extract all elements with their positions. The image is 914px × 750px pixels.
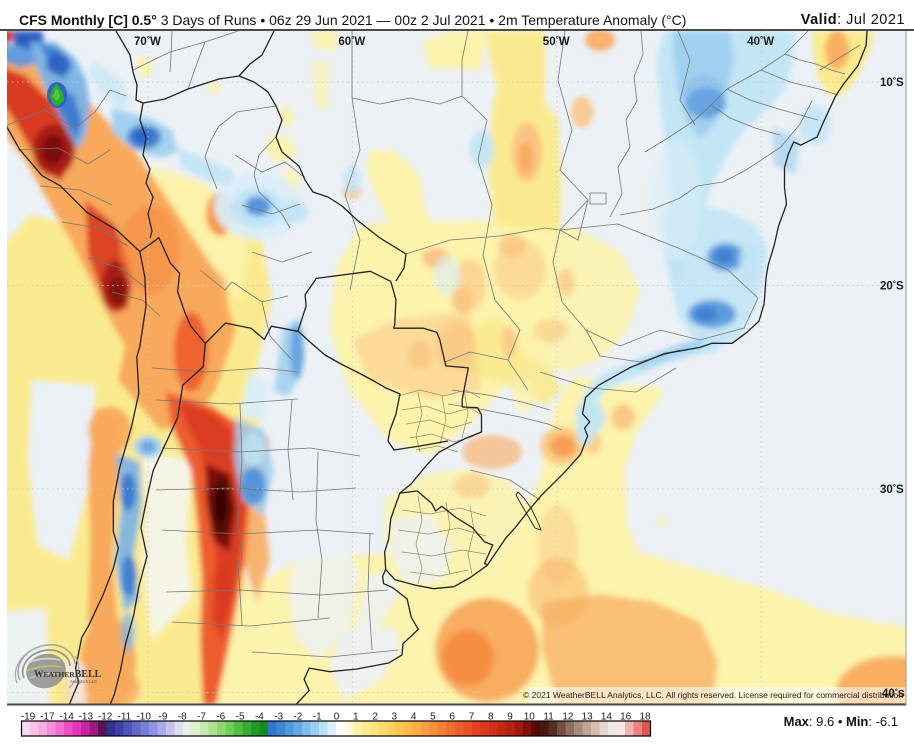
svg-text:-9: -9 xyxy=(159,712,168,723)
svg-text:2: 2 xyxy=(372,712,378,723)
svg-text:Analytics LLC: Analytics LLC xyxy=(70,679,98,684)
svg-text:9: 9 xyxy=(507,712,513,723)
svg-text:40°W: 40°W xyxy=(747,35,774,48)
svg-text:5: 5 xyxy=(430,712,436,723)
svg-text:WEATHERBELL: WEATHERBELL xyxy=(34,669,102,680)
svg-text:-12: -12 xyxy=(98,712,113,723)
svg-text:0: 0 xyxy=(334,712,340,723)
svg-text:© 2021 WeatherBELL Analytics,: © 2021 WeatherBELL Analytics, LLC. All r… xyxy=(523,690,903,700)
svg-text:16: 16 xyxy=(620,712,632,723)
svg-text:-11: -11 xyxy=(118,712,132,723)
svg-text:-8: -8 xyxy=(178,712,187,723)
svg-text:18: 18 xyxy=(639,712,651,723)
svg-text:8: 8 xyxy=(488,712,494,723)
svg-text:13: 13 xyxy=(582,712,594,723)
svg-text:4: 4 xyxy=(411,712,417,723)
svg-text:-17: -17 xyxy=(40,712,55,723)
svg-text:-14: -14 xyxy=(59,712,74,723)
svg-text:-6: -6 xyxy=(216,712,225,723)
svg-text:50°W: 50°W xyxy=(543,35,570,48)
svg-text:-10: -10 xyxy=(136,712,151,723)
svg-text:10°S: 10°S xyxy=(880,76,904,89)
svg-text:20°S: 20°S xyxy=(880,280,904,293)
svg-text:40°S: 40°S xyxy=(882,687,905,700)
svg-text:70°W: 70°W xyxy=(134,35,161,48)
svg-text:-2: -2 xyxy=(293,712,302,723)
svg-text:3: 3 xyxy=(392,712,398,723)
svg-text:7: 7 xyxy=(469,712,475,723)
svg-text:14: 14 xyxy=(601,712,613,723)
svg-text:60°W: 60°W xyxy=(338,35,365,48)
svg-text:-3: -3 xyxy=(274,712,283,723)
svg-text:-1: -1 xyxy=(313,712,322,723)
svg-text:-19: -19 xyxy=(21,712,36,723)
svg-text:-7: -7 xyxy=(197,712,206,723)
svg-text:12: 12 xyxy=(562,712,574,723)
svg-text:-13: -13 xyxy=(79,712,94,723)
svg-text:1: 1 xyxy=(353,712,359,723)
svg-text:11: 11 xyxy=(543,712,554,723)
svg-text:-5: -5 xyxy=(236,712,245,723)
svg-text:6: 6 xyxy=(449,712,455,723)
svg-text:10: 10 xyxy=(524,712,536,723)
svg-text:30°S: 30°S xyxy=(880,483,904,496)
svg-text:-4: -4 xyxy=(255,712,264,723)
